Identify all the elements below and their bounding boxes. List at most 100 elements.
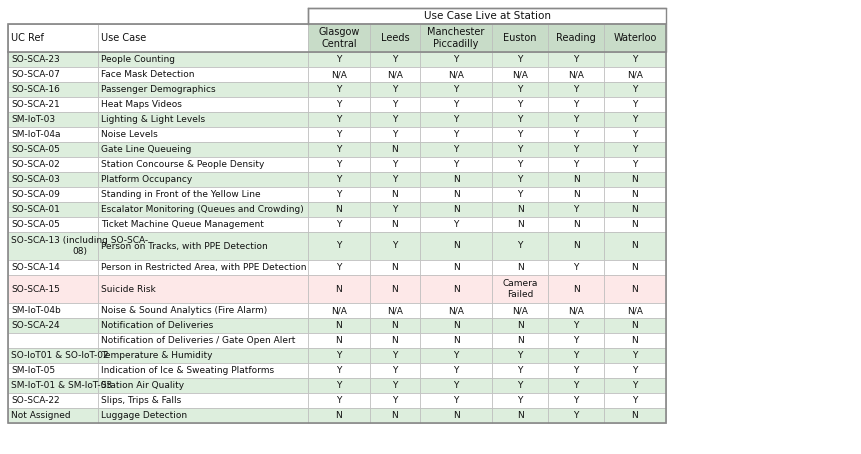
Bar <box>604 318 666 333</box>
Bar <box>420 187 492 202</box>
Bar <box>548 217 604 232</box>
Bar <box>370 378 420 393</box>
Bar <box>98 52 308 67</box>
Text: SO-SCA-05: SO-SCA-05 <box>11 145 60 154</box>
Bar <box>420 127 492 142</box>
Text: Leeds: Leeds <box>381 33 409 43</box>
Text: Not Assigned: Not Assigned <box>11 411 71 420</box>
Text: Ticket Machine Queue Management: Ticket Machine Queue Management <box>101 220 263 229</box>
Text: N: N <box>517 205 523 214</box>
Bar <box>420 157 492 172</box>
Bar <box>492 157 548 172</box>
Text: Y: Y <box>337 130 342 139</box>
Bar <box>308 157 370 172</box>
Text: Y: Y <box>393 381 398 390</box>
Bar <box>98 217 308 232</box>
Bar <box>548 318 604 333</box>
Bar <box>308 67 370 82</box>
Text: Y: Y <box>573 160 579 169</box>
Bar <box>8 142 98 157</box>
Text: SM-IoT-01 & SM-IoT-03: SM-IoT-01 & SM-IoT-03 <box>11 381 112 390</box>
Bar <box>308 363 370 378</box>
Text: N: N <box>632 242 638 251</box>
Text: Standing in Front of the Yellow Line: Standing in Front of the Yellow Line <box>101 190 261 199</box>
Text: N/A: N/A <box>448 70 464 79</box>
Bar <box>308 112 370 127</box>
Bar <box>420 112 492 127</box>
Text: Y: Y <box>453 220 459 229</box>
Bar <box>308 8 666 24</box>
Bar <box>370 363 420 378</box>
Bar <box>370 260 420 275</box>
Text: Y: Y <box>393 175 398 184</box>
Bar <box>420 52 492 67</box>
Text: Y: Y <box>393 351 398 360</box>
Bar <box>492 378 548 393</box>
Text: SO-SCA-07: SO-SCA-07 <box>11 70 60 79</box>
Text: Y: Y <box>632 381 638 390</box>
Text: Y: Y <box>517 85 523 94</box>
Bar <box>420 318 492 333</box>
Text: SO-SCA-23: SO-SCA-23 <box>11 55 59 64</box>
Bar <box>548 187 604 202</box>
Text: Y: Y <box>573 411 579 420</box>
Text: Reading: Reading <box>556 33 596 43</box>
Bar <box>604 232 666 260</box>
Text: SO-SCA-03: SO-SCA-03 <box>11 175 60 184</box>
Text: N: N <box>392 263 399 272</box>
Text: N: N <box>632 263 638 272</box>
Text: SO-SCA-16: SO-SCA-16 <box>11 85 60 94</box>
Bar <box>308 217 370 232</box>
Text: Y: Y <box>573 366 579 375</box>
Bar <box>548 378 604 393</box>
Text: Y: Y <box>573 381 579 390</box>
Bar <box>548 303 604 318</box>
Bar <box>492 97 548 112</box>
Bar <box>604 67 666 82</box>
Bar <box>370 157 420 172</box>
Text: N/A: N/A <box>627 70 643 79</box>
Bar <box>492 275 548 303</box>
Bar <box>8 393 98 408</box>
Bar <box>370 303 420 318</box>
Text: N/A: N/A <box>331 70 347 79</box>
Bar <box>420 82 492 97</box>
Text: Y: Y <box>517 115 523 124</box>
Text: Gate Line Queueing: Gate Line Queueing <box>101 145 191 154</box>
Text: N: N <box>517 321 523 330</box>
Text: Camera
Failed: Camera Failed <box>502 279 537 299</box>
Bar <box>308 202 370 217</box>
Bar <box>492 52 548 67</box>
Bar <box>492 260 548 275</box>
Bar <box>370 97 420 112</box>
Bar <box>492 408 548 423</box>
Text: Y: Y <box>632 85 638 94</box>
Text: SM-IoT-05: SM-IoT-05 <box>11 366 55 375</box>
Bar <box>8 187 98 202</box>
Text: Y: Y <box>393 160 398 169</box>
Bar <box>370 348 420 363</box>
Bar <box>492 217 548 232</box>
Bar <box>308 82 370 97</box>
Text: N: N <box>453 205 460 214</box>
Bar <box>492 142 548 157</box>
Bar <box>8 408 98 423</box>
Bar <box>308 97 370 112</box>
Text: N: N <box>632 285 638 293</box>
Text: Y: Y <box>453 160 459 169</box>
Bar <box>308 142 370 157</box>
Text: Platform Occupancy: Platform Occupancy <box>101 175 192 184</box>
Bar <box>370 333 420 348</box>
Text: Y: Y <box>573 115 579 124</box>
Bar <box>548 333 604 348</box>
Bar <box>492 202 548 217</box>
Bar <box>420 275 492 303</box>
Text: Station Concourse & People Density: Station Concourse & People Density <box>101 160 264 169</box>
Text: SO-SCA-24: SO-SCA-24 <box>11 321 59 330</box>
Text: Y: Y <box>632 55 638 64</box>
Text: N: N <box>336 336 343 345</box>
Text: Euston: Euston <box>503 33 536 43</box>
Text: N: N <box>336 411 343 420</box>
Text: N: N <box>336 321 343 330</box>
Bar <box>8 275 98 303</box>
